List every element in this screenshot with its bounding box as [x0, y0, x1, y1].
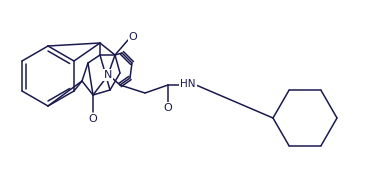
- Text: O: O: [129, 32, 137, 42]
- Text: N: N: [104, 70, 112, 80]
- Text: HN: HN: [180, 79, 196, 89]
- Text: O: O: [89, 114, 97, 124]
- Text: O: O: [164, 103, 172, 113]
